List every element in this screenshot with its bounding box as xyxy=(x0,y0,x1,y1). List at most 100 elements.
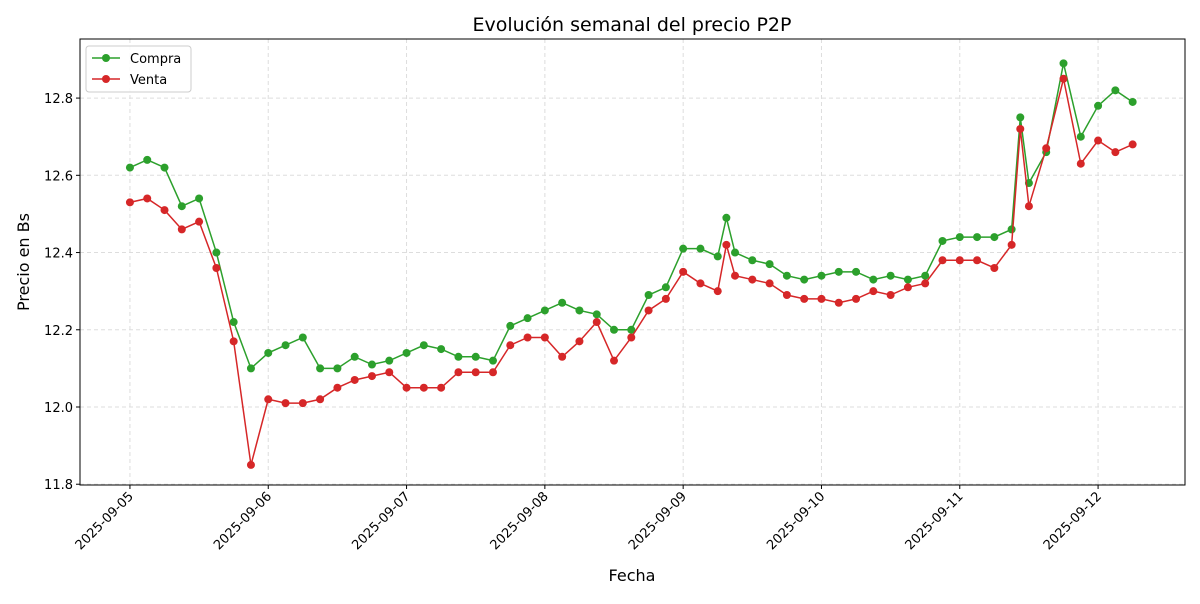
data-point-compra xyxy=(1007,225,1016,234)
data-point-compra xyxy=(1111,86,1120,95)
data-point-venta xyxy=(800,294,809,303)
data-point-compra xyxy=(316,364,325,373)
data-point-compra xyxy=(644,291,653,300)
data-point-venta xyxy=(1094,136,1103,145)
data-point-compra xyxy=(1076,132,1085,141)
data-point-compra xyxy=(540,306,549,315)
data-point-compra xyxy=(696,244,705,253)
data-point-compra xyxy=(367,360,376,369)
data-point-compra xyxy=(437,345,446,354)
data-point-venta xyxy=(661,294,670,303)
data-point-compra xyxy=(177,202,186,211)
data-point-venta xyxy=(367,372,376,381)
data-point-venta xyxy=(195,217,204,226)
data-point-venta xyxy=(298,399,307,408)
data-point-venta xyxy=(731,271,740,280)
data-point-compra xyxy=(350,352,359,361)
data-point-compra xyxy=(869,275,878,284)
data-point-venta xyxy=(1111,148,1120,157)
data-point-compra xyxy=(1059,59,1068,68)
data-point-venta xyxy=(1128,140,1137,149)
data-point-compra xyxy=(402,348,411,357)
data-point-compra xyxy=(748,256,757,265)
data-point-venta xyxy=(852,294,861,303)
x-tick-label: 2025-09-08 xyxy=(488,489,552,553)
x-tick-label: 2025-09-12 xyxy=(1041,489,1105,553)
chart-title: Evolución semanal del precio P2P xyxy=(473,14,792,36)
data-point-venta xyxy=(627,333,636,342)
data-point-venta xyxy=(886,291,895,300)
data-point-compra xyxy=(713,252,722,261)
data-point-venta xyxy=(955,256,964,265)
x-tick-label: 2025-09-10 xyxy=(764,489,828,553)
data-point-venta xyxy=(264,395,273,404)
series-layer xyxy=(125,59,1137,469)
data-point-venta xyxy=(869,287,878,296)
data-point-compra xyxy=(506,321,515,330)
data-point-compra xyxy=(610,325,619,334)
y-tick-label: 12.4 xyxy=(44,247,73,262)
data-point-compra xyxy=(955,233,964,242)
data-point-compra xyxy=(817,271,826,280)
data-point-venta xyxy=(419,383,428,392)
data-point-compra xyxy=(264,348,273,357)
legend: Compra Venta xyxy=(85,45,192,93)
data-point-venta xyxy=(765,279,774,288)
plot-frame xyxy=(79,38,1186,486)
x-axis: 2025-09-05 2025-09-06 2025-09-07 2025-09-08… xyxy=(73,485,1105,553)
data-point-venta xyxy=(938,256,947,265)
data-point-venta xyxy=(143,194,152,203)
y-tick-label: 12.2 xyxy=(44,324,73,339)
data-point-compra xyxy=(938,236,947,245)
data-point-compra xyxy=(886,271,895,280)
data-point-venta xyxy=(125,198,134,207)
series-line-compra xyxy=(129,63,1134,370)
data-point-venta xyxy=(488,368,497,377)
data-point-venta xyxy=(212,263,221,272)
data-point-venta xyxy=(817,294,826,303)
data-point-venta xyxy=(696,279,705,288)
x-tick-label: 2025-09-07 xyxy=(349,489,413,553)
data-point-compra xyxy=(143,155,152,164)
legend-marker-venta xyxy=(102,75,110,83)
legend-label-compra: Compra xyxy=(130,52,181,67)
data-point-venta xyxy=(385,368,394,377)
data-point-venta xyxy=(592,318,601,327)
data-point-compra xyxy=(973,233,982,242)
data-point-compra xyxy=(903,275,912,284)
data-point-compra xyxy=(558,298,567,307)
data-point-venta xyxy=(903,283,912,292)
data-point-venta xyxy=(1016,124,1025,133)
data-point-compra xyxy=(419,341,428,350)
data-point-venta xyxy=(160,206,169,215)
series-compra xyxy=(125,59,1137,373)
data-point-venta xyxy=(644,306,653,315)
data-point-venta xyxy=(834,298,843,307)
y-tick-label: 12.6 xyxy=(44,169,73,184)
x-tick-label: 2025-09-05 xyxy=(73,489,137,553)
data-point-compra xyxy=(281,341,290,350)
data-point-venta xyxy=(437,383,446,392)
data-point-venta xyxy=(1076,159,1085,168)
data-point-venta xyxy=(610,356,619,365)
data-point-compra xyxy=(627,325,636,334)
data-point-compra xyxy=(782,271,791,280)
y-axis-label: Precio en Bs xyxy=(14,213,33,311)
x-tick-label: 2025-09-06 xyxy=(211,489,275,553)
data-point-compra xyxy=(852,267,861,276)
data-point-venta xyxy=(333,383,342,392)
data-point-venta xyxy=(402,383,411,392)
y-tick-label: 12.8 xyxy=(44,92,73,107)
data-point-compra xyxy=(195,194,204,203)
data-point-compra xyxy=(661,283,670,292)
series-line-venta xyxy=(129,78,1133,466)
data-point-venta xyxy=(558,352,567,361)
data-point-compra xyxy=(679,244,688,253)
data-point-compra xyxy=(385,356,394,365)
data-point-venta xyxy=(713,287,722,296)
data-point-compra xyxy=(800,275,809,284)
data-point-venta xyxy=(782,291,791,300)
data-point-compra xyxy=(229,318,238,327)
